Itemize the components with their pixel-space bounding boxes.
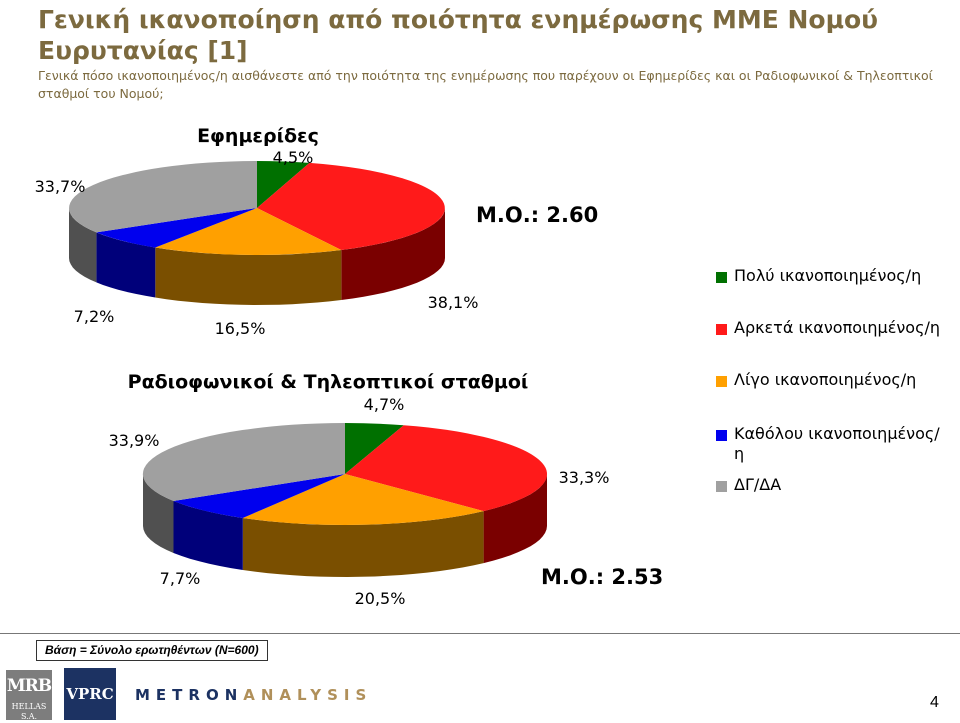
- pie-data-label: 33,9%: [109, 431, 160, 450]
- pie-mean-annotation: Μ.Ο.: 2.53: [541, 565, 663, 589]
- legend-label: Πολύ ικανοποιημένος/η: [734, 266, 922, 285]
- pie-side-2: [155, 247, 342, 305]
- mrb-logo: MRB HELLAS S.A.: [6, 670, 52, 721]
- pie-slice-2: [242, 474, 484, 526]
- legend-swatch: [716, 430, 727, 441]
- pie-side-4: [143, 474, 174, 553]
- legend-label: Καθόλου ικανοποιημένος/η: [734, 424, 940, 463]
- pie-slice-0: [257, 161, 310, 208]
- legend-swatch: [716, 376, 727, 387]
- mrb-logo-text: MRB: [6, 676, 52, 696]
- pie-mean-annotation: Μ.Ο.: 2.60: [476, 203, 598, 227]
- legend-swatch: [716, 272, 727, 283]
- metron-analysis-logo: METRONANALYSIS: [135, 686, 372, 704]
- pie-data-label: 16,5%: [215, 319, 266, 338]
- pie-side-1: [483, 474, 547, 564]
- footer-divider: [0, 633, 960, 634]
- legend-label: ΔΓ/ΔΑ: [734, 475, 782, 494]
- legend-label: Λίγο ικανοποιημένος/η: [734, 370, 917, 389]
- pie-slice-1: [257, 162, 445, 250]
- metron-logo-text: METRON: [135, 686, 244, 704]
- legend-swatch: [716, 481, 727, 492]
- mrb-logo-subtext: HELLAS S.A.: [11, 702, 47, 721]
- pie-data-label: 38,1%: [428, 293, 479, 312]
- pie-slice-2: [155, 208, 342, 255]
- pie-data-label: 7,2%: [74, 307, 115, 326]
- pie-data-label: 4,5%: [273, 148, 314, 167]
- question-text: Γενικά πόσο ικανοποιημένος/η αισθάνεστε …: [38, 68, 933, 101]
- pie-slice-3: [96, 208, 258, 248]
- pie-slice-1: [345, 425, 547, 512]
- base-note: Βάση = Σύνολο ερωτηθέντων (N=600): [36, 640, 268, 661]
- pie-slice-3: [173, 474, 345, 518]
- pie-title: Ραδιοφωνικοί & Τηλεοπτικοί σταθμοί: [128, 371, 529, 393]
- legend-label: Αρκετά ικανοποιημένος/η: [734, 318, 941, 337]
- vprc-logo: VPRC: [64, 668, 116, 720]
- page-title: Γενική ικανοποίηση από ποιότητα ενημέρωσ…: [38, 5, 879, 65]
- pie-side-4: [69, 208, 97, 283]
- pie-side-3: [96, 232, 156, 298]
- pie-data-label: 33,7%: [35, 177, 86, 196]
- pie-chart-radio-tv: Ραδιοφωνικοί & Τηλεοπτικοί σταθμοί 4,7% 33…: [109, 371, 664, 608]
- pie-title: Εφημερίδες: [197, 125, 319, 147]
- pie-data-label: 4,7%: [364, 395, 405, 414]
- pie-side-1: [341, 208, 445, 300]
- pie-side-2: [242, 511, 484, 577]
- pie-slice-4: [69, 161, 257, 233]
- pie-data-label: 33,3%: [559, 468, 610, 487]
- pie-slice-0: [345, 423, 404, 474]
- pie-data-label: 20,5%: [355, 589, 406, 608]
- pie-slice-4: [142, 423, 345, 501]
- page-number: 4: [930, 694, 939, 711]
- analysis-logo-text: ANALYSIS: [243, 686, 373, 704]
- legend-swatch: [716, 324, 727, 335]
- pie-side-3: [173, 501, 243, 570]
- pie-data-label: 7,7%: [160, 569, 201, 588]
